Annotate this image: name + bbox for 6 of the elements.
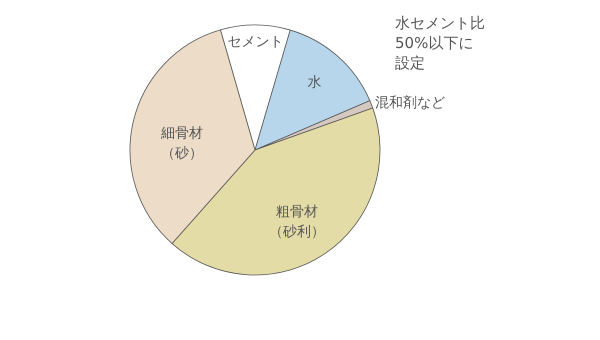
slice-label: セメント (227, 34, 284, 50)
slice-label: 粗骨材（砂利） (268, 204, 325, 240)
slice-label: 細骨材（砂） (160, 125, 203, 162)
text: 水セメント比50%以下に設定 (395, 14, 485, 72)
slice-label: 混和剤など (375, 94, 446, 111)
slice-label: 水 (308, 74, 322, 91)
